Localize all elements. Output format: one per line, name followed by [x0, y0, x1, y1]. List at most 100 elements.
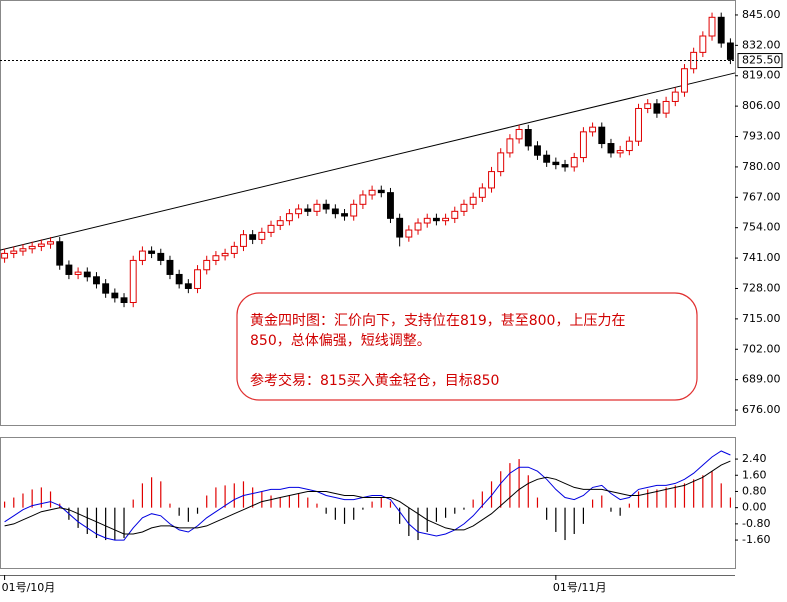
candle-body: [83, 271, 91, 278]
candle-body: [102, 283, 110, 294]
candle-body: [19, 248, 27, 252]
candle-body: [331, 208, 339, 215]
candle-body: [478, 187, 486, 198]
candle-body: [249, 234, 257, 240]
candle-body: [341, 213, 348, 217]
candle-body: [138, 250, 146, 261]
candle-body: [589, 126, 597, 133]
macd-line: [4, 460, 731, 535]
y-tick-label: 741.00: [742, 251, 781, 264]
candle-body: [37, 243, 45, 247]
macd-line: [4, 450, 731, 541]
candle-body: [194, 269, 201, 289]
candle-body: [653, 103, 661, 114]
candle-body: [267, 224, 275, 233]
candle-body: [148, 250, 156, 254]
x-tick-label: 01号/10月: [2, 581, 56, 594]
candle-body: [635, 107, 642, 142]
y-tick-label: -1.60: [742, 533, 770, 546]
candle-body: [717, 16, 725, 44]
candle-body: [230, 245, 238, 254]
y-tick-label: -0.80: [742, 517, 770, 530]
candle-body: [47, 241, 54, 245]
candle-body: [65, 264, 73, 275]
candle-body: [377, 189, 385, 194]
candle-body: [414, 222, 422, 231]
current-price-box: [737, 53, 783, 69]
candle-body: [285, 213, 293, 222]
candle-body: [396, 217, 404, 238]
candle-body: [552, 161, 560, 166]
candle-body: [74, 271, 82, 275]
y-tick-label: 832.00: [742, 38, 781, 51]
candle-body: [313, 203, 321, 212]
candle-body: [212, 255, 220, 261]
y-tick-label: 793.00: [742, 130, 781, 143]
y-tick-label: 676.00: [742, 403, 781, 416]
y-tick-label: 715.00: [742, 312, 781, 325]
y-tick-label: 0.80: [742, 484, 767, 497]
candle-body: [726, 42, 734, 60]
x-tick-label: 01号/11月: [553, 581, 607, 594]
candle-body: [221, 252, 229, 257]
y-tick-label: 754.00: [742, 221, 781, 234]
y-tick-label: 0.00: [742, 501, 767, 514]
candle-body: [488, 171, 495, 189]
y-tick-label: 819.00: [742, 69, 781, 82]
candle-body: [359, 194, 367, 205]
annotation-line: 850，总体偏强，短线调整。: [250, 333, 431, 349]
candle-body: [56, 241, 64, 266]
candle-body: [561, 164, 569, 168]
y-tick-label: 1.60: [742, 468, 767, 481]
trend-line: [0, 72, 736, 251]
candle-body: [10, 250, 18, 254]
candle-body: [175, 273, 183, 285]
y-tick-label: 702.00: [742, 342, 781, 355]
candle-body: [423, 217, 431, 224]
candle-body: [662, 100, 670, 114]
candle-body: [570, 157, 578, 168]
candle-body: [120, 297, 128, 304]
candle-body: [203, 259, 211, 271]
y-tick-label: 767.00: [742, 190, 781, 203]
candle-body: [644, 103, 652, 109]
y-tick-label: 845.00: [742, 8, 781, 21]
candle-body: [579, 131, 587, 159]
candle-body: [304, 208, 312, 212]
candle-body: [598, 126, 606, 145]
y-tick-label: 689.00: [742, 373, 781, 386]
candle-body: [405, 229, 413, 238]
candle-body: [129, 259, 137, 304]
y-tick-label: 780.00: [742, 160, 781, 173]
annotation-line: 黄金四时图：汇价向下，支持位在819，甚至800，上压力在: [250, 312, 625, 329]
candle-body: [506, 138, 514, 154]
y-tick-label: 806.00: [742, 99, 781, 112]
candle-body: [699, 35, 707, 53]
candle-body: [368, 189, 376, 196]
candle-body: [671, 91, 679, 102]
candle-body: [240, 234, 247, 247]
candle-body: [442, 217, 450, 222]
candle-body: [1, 252, 9, 259]
candle-body: [625, 140, 633, 152]
candle-body: [322, 203, 330, 210]
candle-body: [276, 220, 284, 226]
candle-body: [111, 292, 119, 299]
candle-body: [543, 154, 551, 163]
macd-panel: [0, 437, 736, 569]
candle-body: [295, 208, 303, 215]
annotation-box: [236, 292, 698, 401]
candle-body: [460, 203, 468, 212]
candle-body: [469, 196, 477, 205]
candle-body: [534, 145, 541, 156]
candle-body: [28, 245, 36, 250]
candle-body: [607, 143, 615, 154]
candle-body: [93, 276, 100, 285]
candle-body: [681, 68, 688, 93]
candle-body: [515, 129, 523, 140]
candle-body: [524, 129, 532, 147]
annotation-line: 参考交易：815买入黄金轻仓，目标850: [250, 372, 499, 389]
candle-body: [350, 203, 358, 217]
y-tick-label: 2.40: [742, 452, 767, 465]
candle-body: [432, 217, 440, 222]
